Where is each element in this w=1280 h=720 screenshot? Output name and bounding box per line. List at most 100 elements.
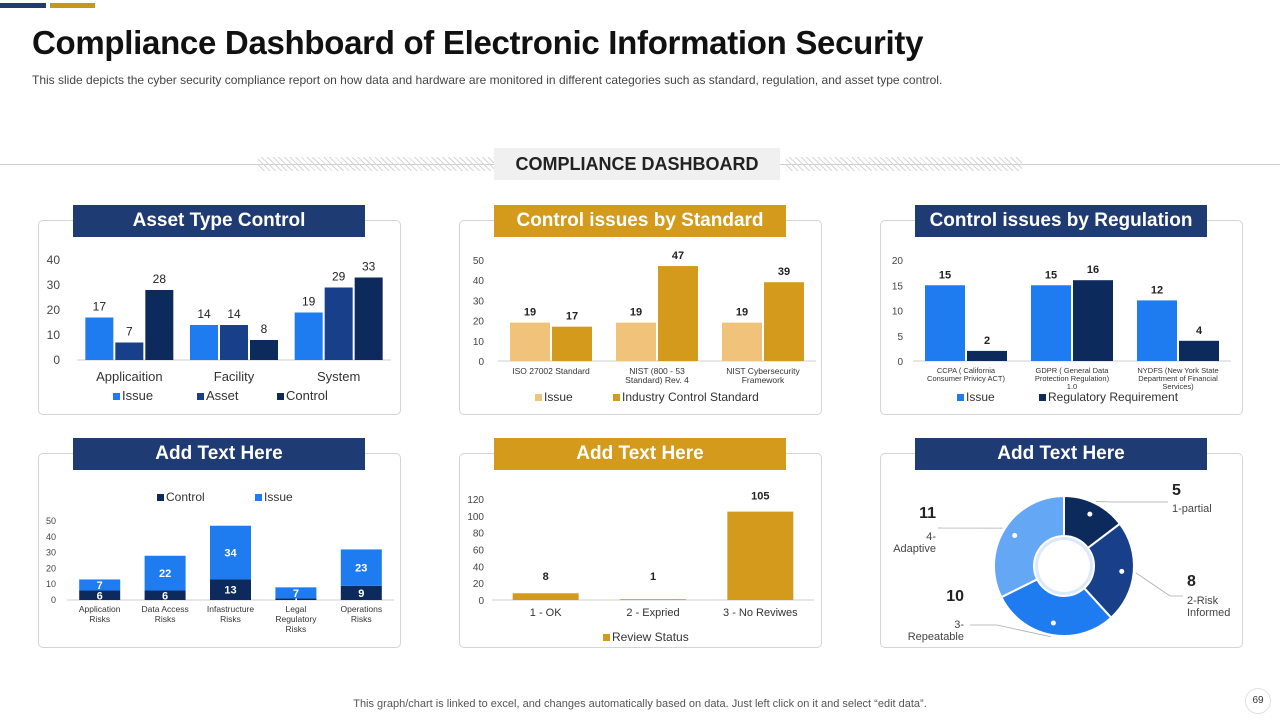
data-label: 15: [939, 269, 951, 281]
bar-regulatory-requirement-ccpa-california-consumer-privicy-act: [967, 350, 1007, 361]
data-label: 9: [358, 588, 364, 600]
x-tick-label: NIST Cybersecurity: [726, 366, 800, 376]
slice-label: Repeatable: [908, 631, 964, 643]
bar-industry-control-standard-iso-27002-standard: [552, 326, 592, 361]
data-label: 6: [162, 590, 168, 602]
y-tick-label: 50: [473, 256, 485, 267]
callout-dot: [1087, 511, 1093, 517]
data-label: 7: [97, 580, 103, 592]
y-tick-label: 100: [467, 512, 484, 523]
data-label: 13: [224, 585, 236, 597]
data-label: 14: [227, 307, 241, 321]
bar-issue-ccpa-california-consumer-privicy-act: [925, 285, 965, 361]
x-tick-label: Protection Regulation): [1035, 374, 1110, 383]
donut-slice-2-risk-informed: [1082, 522, 1135, 620]
legend-label-regulatory-requirement: Regulatory Requirement: [1048, 390, 1179, 404]
legend-label-control: Control: [286, 388, 328, 403]
bar-issue-facility: [190, 325, 218, 360]
legend-swatch-issue: [255, 494, 262, 501]
risks-header: Add Text Here: [73, 438, 365, 470]
page-number: 69: [1245, 688, 1271, 714]
data-label: 8: [543, 571, 549, 583]
y-tick-label: 10: [47, 328, 61, 342]
x-tick-label: Infastructure: [207, 604, 255, 614]
data-label: 19: [524, 307, 536, 319]
data-label: 12: [1151, 284, 1163, 296]
data-label: 8: [261, 322, 268, 336]
data-label: 14: [197, 307, 211, 321]
x-tick-label: Facility: [214, 369, 255, 384]
y-tick-label: 0: [53, 353, 60, 367]
slice-label: 3-: [954, 619, 964, 631]
data-label: 4: [1196, 325, 1203, 337]
x-tick-label: GDPR ( General Data: [1036, 366, 1110, 375]
legend-swatch-industry-control-standard: [613, 394, 620, 401]
bar-review-status-2-expried: [620, 599, 686, 600]
slice-value: 8: [1187, 573, 1196, 590]
data-label: 33: [362, 260, 376, 274]
bar-issue-system: [294, 312, 323, 360]
legend-label-control: Control: [166, 490, 205, 504]
bar-issue-legal-regulatory-risks: [275, 587, 317, 599]
legend-label-issue: Issue: [264, 490, 293, 504]
data-label: 15: [1045, 269, 1057, 281]
bar-issue-infastructure-risks: [210, 525, 251, 580]
data-label: 16: [1087, 264, 1099, 276]
callout-line: [1135, 572, 1183, 597]
maturity-header: Add Text Here: [915, 438, 1207, 470]
x-tick-label: Risks: [351, 614, 372, 624]
legend-swatch-issue: [113, 393, 120, 400]
y-tick-label: 80: [473, 529, 485, 540]
callout-dot: [1050, 620, 1056, 626]
data-label: 19: [630, 307, 642, 319]
data-label: 1: [293, 594, 299, 606]
y-tick-label: 15: [892, 281, 904, 292]
x-tick-label: Framework: [742, 375, 785, 385]
standard-chart[interactable]: 0 10 20 30 40 50 19 17 ISO 27002 Standard 19 47 NIS…: [460, 245, 821, 413]
data-label: 17: [93, 300, 107, 314]
accent-bar-navy: [0, 3, 46, 8]
x-tick-label: System: [317, 369, 360, 384]
x-tick-label: 1.0: [1067, 382, 1077, 391]
y-tick-label: 30: [47, 278, 61, 292]
x-tick-label: Legal: [285, 604, 306, 614]
footnote: This graph/chart is linked to excel, and…: [353, 698, 927, 710]
y-tick-label: 5: [897, 332, 903, 343]
x-tick-label: Consumer Privicy ACT): [927, 374, 1005, 383]
slice-label: 2-Risk: [1187, 595, 1219, 607]
data-label: 6: [97, 590, 103, 602]
legend-swatch-issue: [957, 394, 964, 401]
legend-swatch-review-status: [603, 634, 610, 641]
legend-swatch-issue: [535, 394, 542, 401]
donut-slice-3-repeatable: [999, 578, 1113, 637]
slice-value: 5: [1172, 482, 1181, 499]
legend-swatch-control: [277, 393, 284, 400]
bar-regulatory-requirement-nydfs-new-york-state-department-of-financial-services: [1179, 340, 1219, 361]
x-tick-label: CCPA ( California: [937, 366, 996, 375]
bar-regulatory-requirement-gdpr-general-data-protection-regulation-1-0: [1073, 280, 1113, 361]
bar-issue-application-risks: [79, 579, 121, 591]
bar-control-facility: [250, 340, 278, 360]
slice-label: Informed: [1187, 607, 1230, 619]
asset-type-header: Asset Type Control: [73, 205, 365, 237]
legend-label-issue: Issue: [966, 390, 995, 404]
y-tick-label: 30: [473, 296, 485, 307]
donut-hole: [1038, 540, 1090, 592]
x-tick-label: Services): [1162, 382, 1194, 391]
bar-control-data-access-risks: [144, 590, 186, 600]
hatch-decoration-left: [258, 157, 494, 171]
asset-type-chart[interactable]: 0 10 20 30 40 17 7 28 Applicaition 14 14 8 Facility 1…: [39, 245, 400, 413]
bar-issue-nist-cybersecurity-framework: [722, 322, 762, 361]
slice-label: Adaptive: [893, 543, 936, 555]
hatch-decoration-right: [786, 157, 1022, 171]
x-tick-label: Standard) Rev. 4: [625, 375, 689, 385]
x-tick-label: Operations: [341, 604, 383, 614]
bar-control-system: [354, 277, 383, 360]
review-header: Add Text Here: [494, 438, 786, 470]
review-chart[interactable]: 0 20 40 60 80 100 120 8 1 - OK 1 2 - Expried 105 3 -…: [460, 474, 821, 646]
x-tick-label: Department of Financial: [1138, 374, 1218, 383]
x-tick-label: Data Access: [141, 604, 188, 614]
